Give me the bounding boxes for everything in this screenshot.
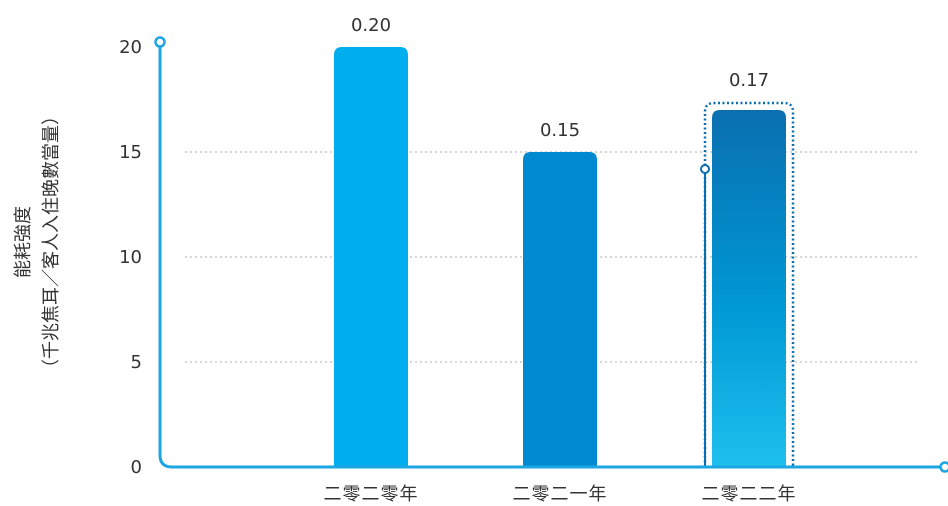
axes [154, 36, 948, 473]
highlight-group [700, 101, 795, 467]
y-tick-labels: 0 5 10 15 20 [119, 37, 142, 478]
x-tick-label-2: 二零二一年 [513, 484, 608, 505]
x-axis-end-cap [939, 461, 948, 473]
y-axis-label-line-2: （千兆焦耳／客人入住晚數當量） [41, 107, 62, 377]
highlight-marker-dot [700, 164, 710, 174]
y-axis-label-line-1: 能耗強度 [13, 206, 34, 278]
x-tick-labels: 二零二零年 二零二一年 二零二二年 [324, 484, 797, 505]
value-label-1: 0.20 [351, 15, 391, 36]
y-tick-label-0: 0 [131, 457, 142, 478]
bar-1 [334, 47, 408, 467]
x-axis-line [158, 454, 940, 469]
bars [334, 47, 786, 467]
value-label-2: 0.15 [540, 120, 580, 141]
highlight-outline [703, 101, 795, 467]
y-axis-label: 能耗強度 （千兆焦耳／客人入住晚數當量） [13, 107, 62, 377]
value-labels: 0.20 0.15 0.17 [351, 15, 769, 141]
y-tick-label-20: 20 [119, 37, 142, 58]
y-tick-label-5: 5 [131, 352, 142, 373]
bar-3 [712, 110, 786, 467]
y-axis-end-cap [154, 36, 166, 48]
y-tick-label-10: 10 [119, 247, 142, 268]
x-tick-label-1: 二零二零年 [324, 484, 419, 505]
y-tick-label-15: 15 [119, 142, 142, 163]
x-tick-label-3: 二零二二年 [702, 484, 797, 505]
value-label-3: 0.17 [729, 70, 769, 91]
bar-2 [523, 152, 597, 467]
